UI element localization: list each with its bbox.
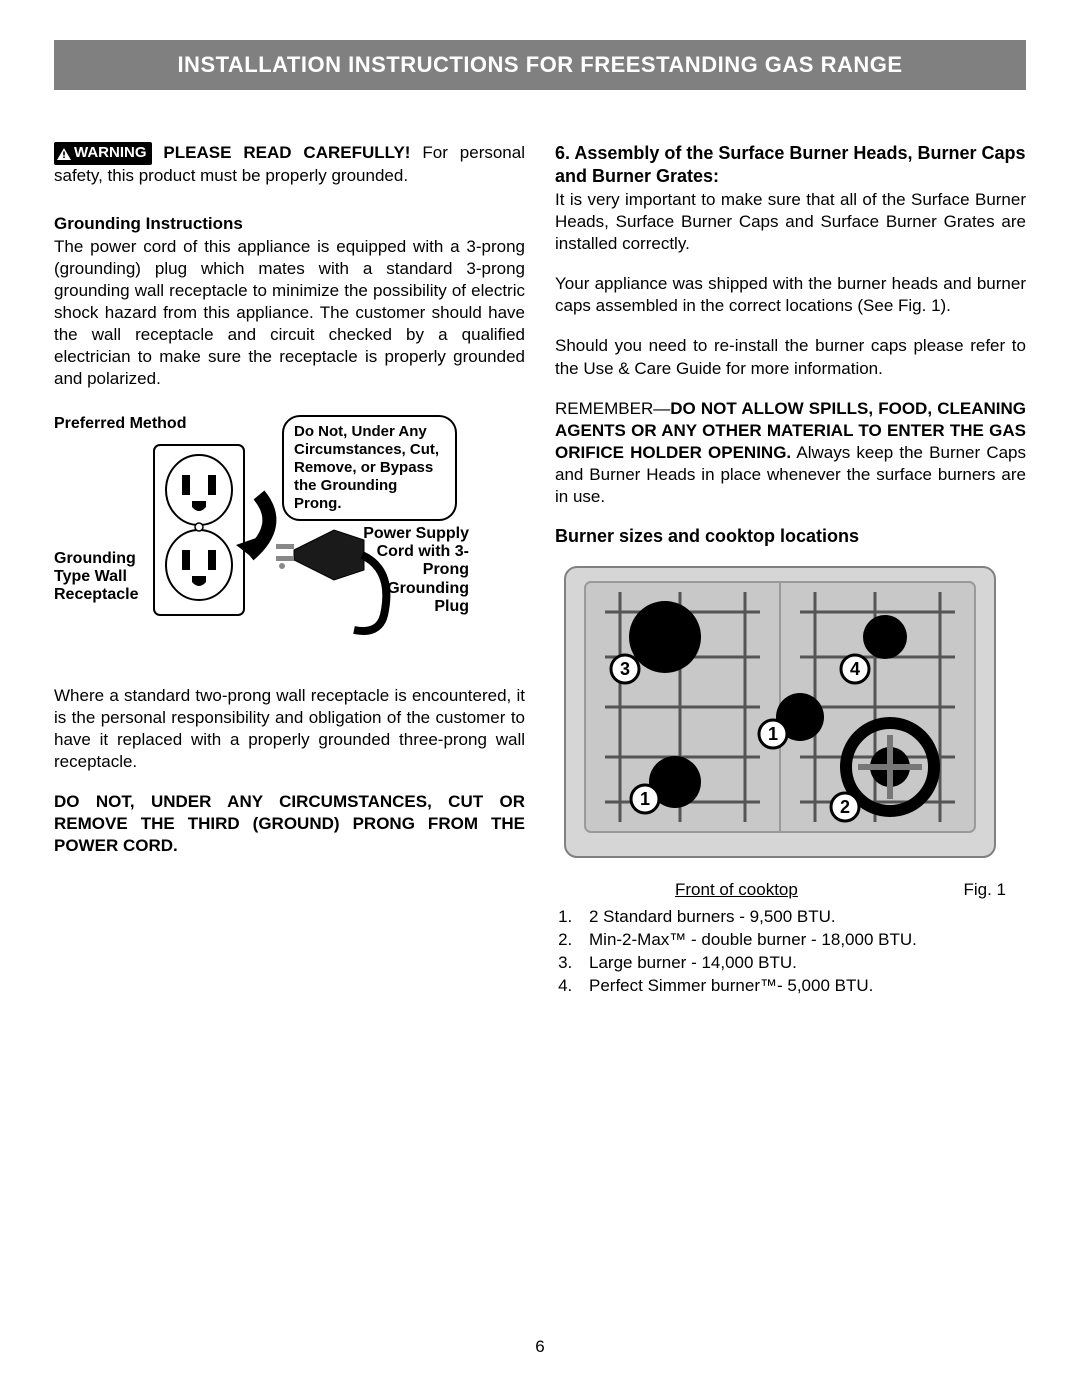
burner-label-1a: 1 [768,724,778,744]
do-not-cut-paragraph: DO NOT, UNDER ANY CIRCUMSTANCES, CUT OR … [54,791,525,857]
figure-label: Fig. 1 [963,880,1006,900]
list-item: Large burner - 14,000 BTU. [577,952,1026,975]
warning-bold-text: PLEASE READ CAREFULLY! [163,143,410,162]
two-prong-paragraph: Where a standard two-prong wall receptac… [54,685,525,773]
cooktop-caption: Front of cooktop Fig. 1 [555,872,1026,900]
burner-size-list: 2 Standard burners - 9,500 BTU. Min-2-Ma… [555,906,1026,998]
header-title: INSTALLATION INSTRUCTIONS FOR FREESTANDI… [177,52,902,77]
two-column-layout: WARNING PLEASE READ CAREFULLY! For perso… [54,142,1026,998]
warning-paragraph: WARNING PLEASE READ CAREFULLY! For perso… [54,142,525,188]
page-number: 6 [0,1337,1080,1357]
page-header: INSTALLATION INSTRUCTIONS FOR FREESTANDI… [54,40,1026,90]
cooktop-figure: 3 4 1 1 2 Front of cooktop Fig. 1 [555,557,1026,900]
assembly-p1: It is very important to make sure that a… [555,189,1026,255]
list-item: Perfect Simmer burner™- 5,000 BTU. [577,975,1026,998]
left-column: WARNING PLEASE READ CAREFULLY! For perso… [54,142,525,998]
burner-sizes-heading: Burner sizes and cooktop locations [555,526,1026,547]
assembly-p3: Should you need to re-install the burner… [555,335,1026,379]
burner-label-4: 4 [850,659,860,679]
warning-badge: WARNING [54,142,152,164]
front-of-cooktop-label: Front of cooktop [675,880,798,900]
grounding-diagram: Preferred Method [54,415,525,645]
grounding-heading: Grounding Instructions [54,214,525,234]
receptacle-label: Grounding Type Wall Receptacle [54,550,149,605]
burner-label-3: 3 [620,659,630,679]
burner-label-1b: 1 [640,789,650,809]
assembly-heading: 6. Assembly of the Surface Burner Heads,… [555,142,1026,187]
remember-paragraph: REMEMBER—DO NOT ALLOW SPILLS, FOOD, CLEA… [555,398,1026,508]
cooktop-illustration: 3 4 1 1 2 [555,557,1005,867]
assembly-p2: Your appliance was shipped with the burn… [555,273,1026,317]
warning-badge-text: WARNING [74,143,147,163]
plug-label: Power Supply Cord with 3-Prong Grounding… [359,525,469,617]
remember-pre: REMEMBER— [555,399,670,418]
right-column: 6. Assembly of the Surface Burner Heads,… [555,142,1026,998]
list-item: 2 Standard burners - 9,500 BTU. [577,906,1026,929]
list-item: Min-2-Max™ - double burner - 18,000 BTU. [577,929,1026,952]
alert-icon [57,148,71,160]
preferred-method-label: Preferred Method [54,415,186,433]
do-not-bubble: Do Not, Under Any Circumstances, Cut, Re… [282,415,457,521]
grounding-paragraph: The power cord of this appliance is equi… [54,236,525,391]
burner-label-2: 2 [840,797,850,817]
